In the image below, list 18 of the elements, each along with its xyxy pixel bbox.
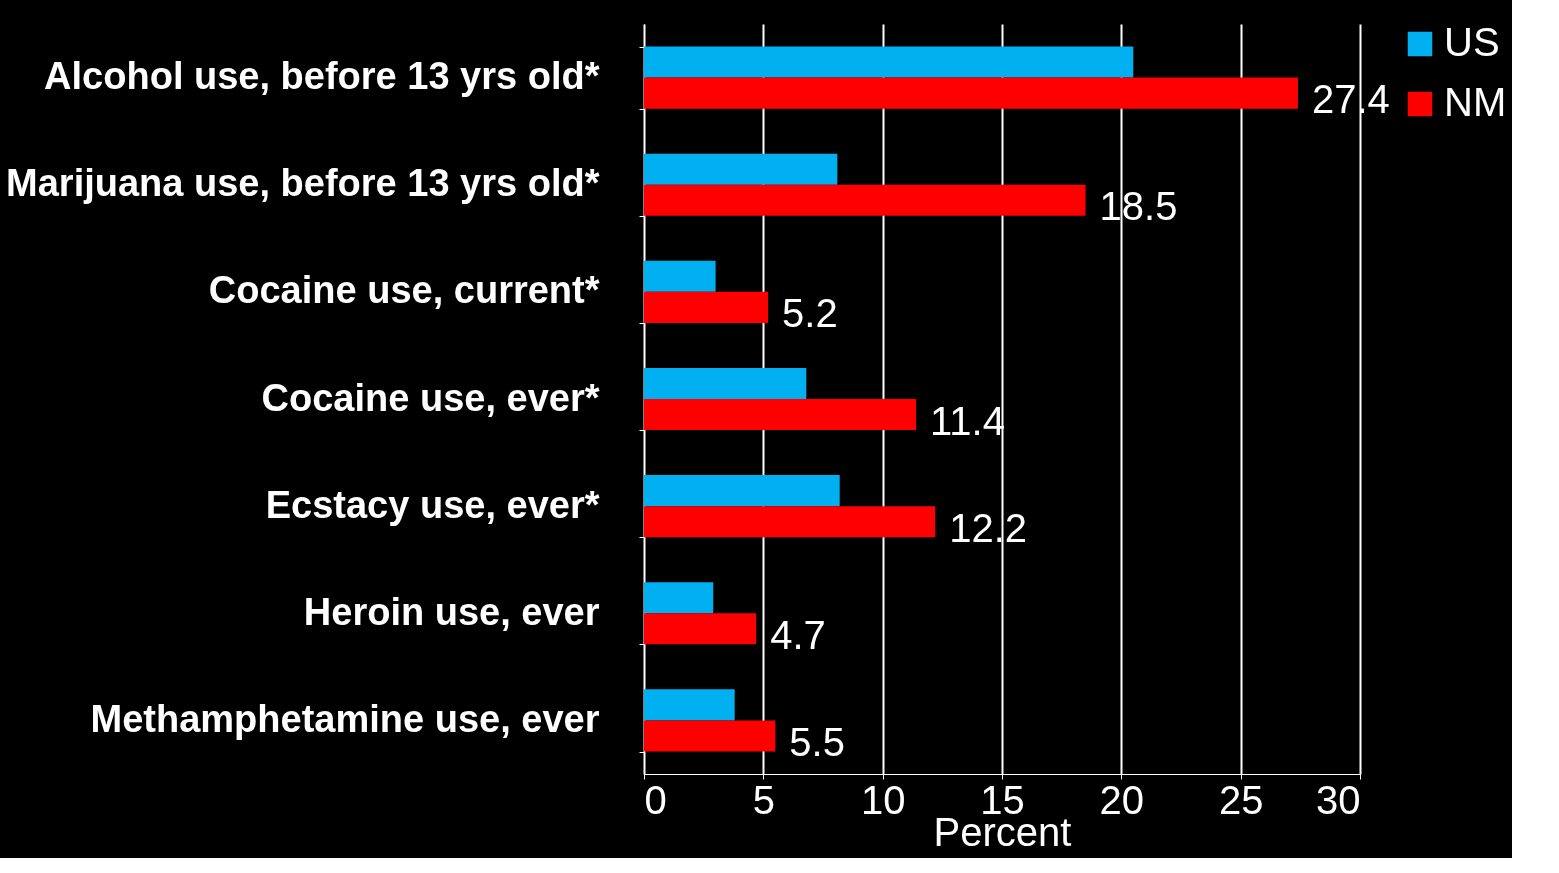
x-tick-label: 20: [1099, 777, 1145, 822]
x-tick-label: 5: [752, 777, 775, 822]
data-label: 5.2: [782, 291, 838, 336]
x-tick-label: 0: [644, 777, 667, 822]
y-tick-label: Marijuana use, before 13 yrs old*: [6, 162, 600, 205]
legend-label: US: [1444, 20, 1500, 64]
data-label: 5.5: [789, 719, 845, 764]
data-label: 4.7: [770, 612, 826, 657]
y-tick-label: Heroin use, ever: [303, 590, 600, 633]
x-tick-label: 10: [860, 777, 906, 822]
x-tick-label: 25: [1218, 777, 1264, 822]
y-tick-label: Alcohol use, before 13 yrs old*: [44, 55, 600, 98]
y-tick-label: Cocaine use, current*: [208, 269, 600, 312]
y-tick-label: Ecstacy use, ever*: [265, 483, 600, 526]
y-tick-label: Cocaine use, ever*: [261, 376, 600, 419]
x-tick-label: 30: [1316, 777, 1361, 822]
y-tick-label: Methamphetamine use, ever: [90, 697, 600, 740]
legend-label: NM: [1444, 80, 1507, 124]
